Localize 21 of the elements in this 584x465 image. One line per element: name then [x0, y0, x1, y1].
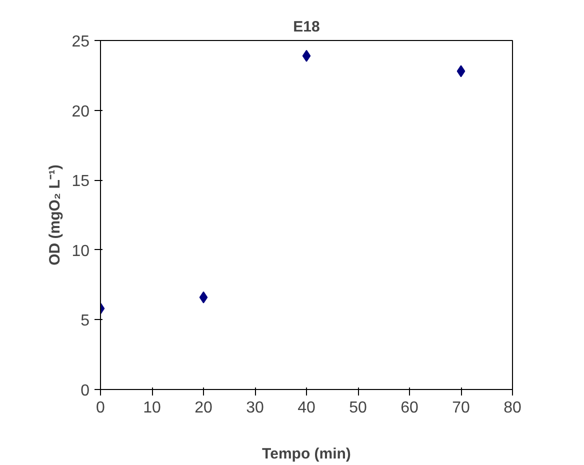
y-tick-label: 15	[72, 173, 90, 190]
x-axis-title: Tempo (min)	[262, 446, 351, 462]
point	[456, 65, 466, 78]
x-tick-label: 50	[349, 400, 367, 416]
y-tick-label: 25	[72, 34, 90, 50]
x-tick-label: 30	[246, 400, 264, 416]
x-tick-label: 10	[143, 400, 161, 416]
x-tick-label: 70	[452, 400, 470, 416]
x-tick-label: 0	[96, 400, 106, 416]
x-tick-label: 60	[400, 400, 418, 416]
point	[302, 50, 311, 62]
chart-title: E18	[293, 18, 320, 36]
y-tick-label: 5	[80, 312, 90, 330]
y-tick-label: 20	[72, 103, 90, 120]
x-tick-label: 80	[504, 400, 522, 416]
y-tick-label: 0	[80, 382, 90, 400]
y-axis-title: OD (mgO₂ L⁻¹)	[46, 164, 64, 266]
x-tick-label: 40	[298, 400, 316, 416]
point	[199, 291, 208, 304]
x-tick-label: 20	[194, 400, 212, 416]
y-tick-label: 10	[72, 242, 90, 260]
